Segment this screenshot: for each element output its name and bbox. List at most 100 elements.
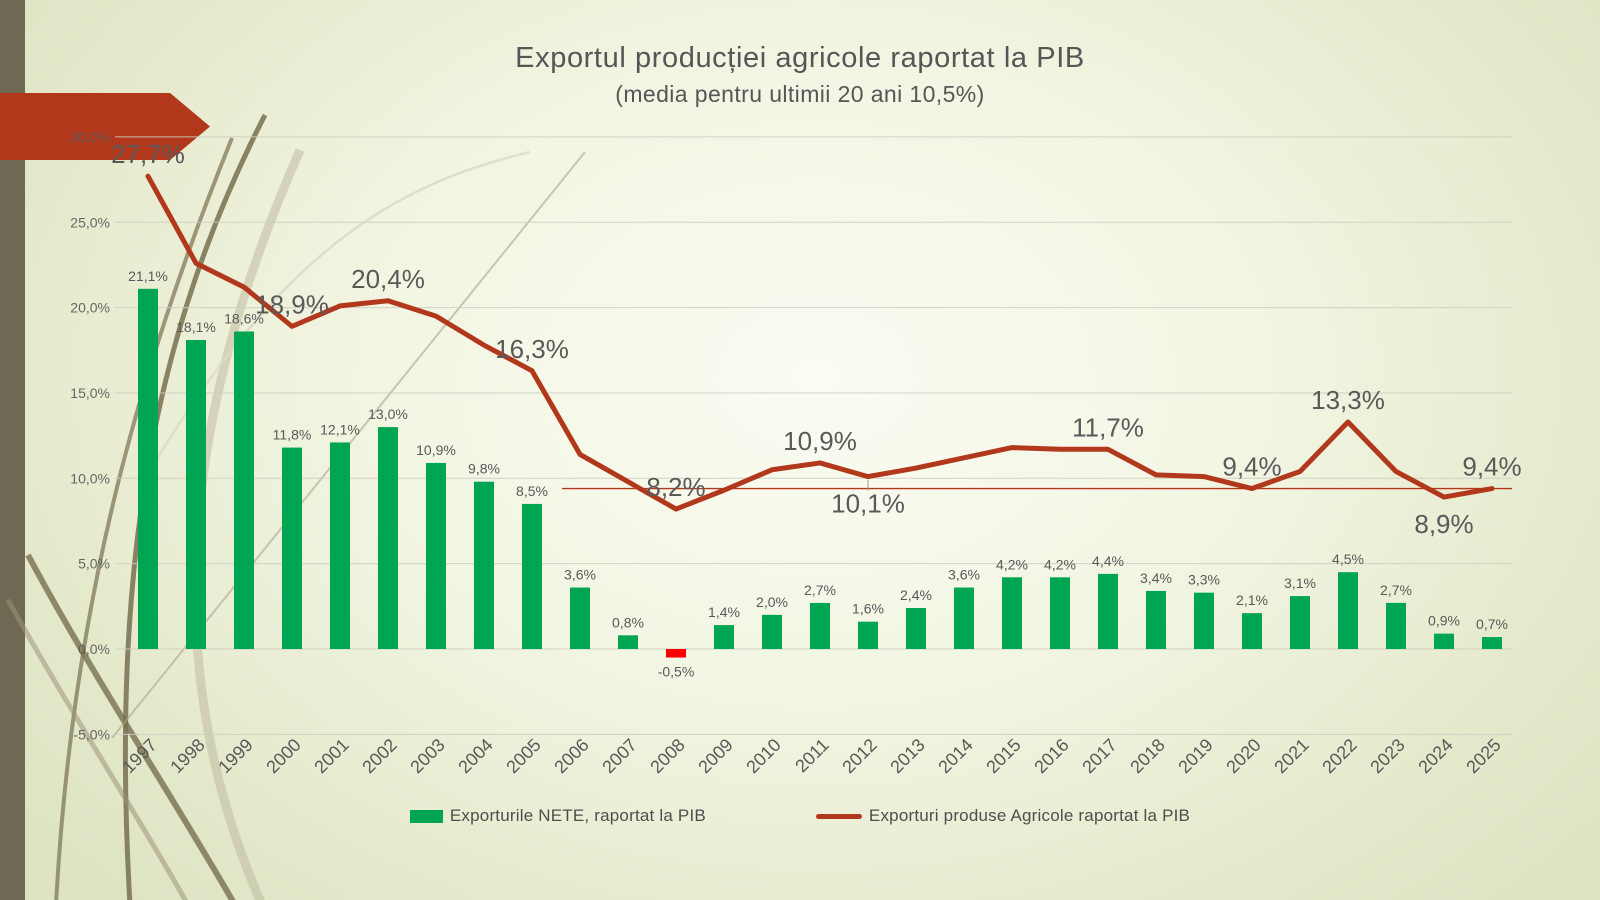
bar-value-label-2020: 2,1% xyxy=(1236,592,1268,608)
bar-2005 xyxy=(522,503,542,649)
bar-2021 xyxy=(1290,596,1310,649)
bar-value-label-2014: 3,6% xyxy=(948,567,980,583)
y-axis-tick-label: 15,0% xyxy=(70,385,110,401)
bar-value-label-2003: 10,9% xyxy=(416,442,456,458)
bar-2012 xyxy=(858,621,878,649)
bar-1999 xyxy=(234,331,254,649)
line-callout-label-2024: 8,9% xyxy=(1414,509,1473,539)
x-axis-label-2025: 2025 xyxy=(1462,735,1504,777)
bar-2006 xyxy=(570,587,590,649)
x-axis-label-2002: 2002 xyxy=(358,735,400,777)
y-axis-tick-label: 10,0% xyxy=(70,470,110,486)
x-axis-label-2013: 2013 xyxy=(886,735,928,777)
bar-2004 xyxy=(474,481,494,649)
y-axis-tick-label: 5,0% xyxy=(78,556,110,572)
x-axis-label-2017: 2017 xyxy=(1078,735,1120,777)
bar-2019 xyxy=(1194,592,1214,649)
x-axis-label-2021: 2021 xyxy=(1270,735,1312,777)
x-axis-label-2000: 2000 xyxy=(262,735,304,777)
legend-item-line: Exporturi produse Agricole raportat la P… xyxy=(815,806,1191,826)
bar-value-label-2000: 11,8% xyxy=(273,427,312,443)
line-callout-label-2005: 16,3% xyxy=(495,334,569,364)
bar-2018 xyxy=(1146,590,1166,649)
x-axis-label-2004: 2004 xyxy=(454,735,496,777)
x-axis-label-2008: 2008 xyxy=(646,735,688,777)
x-axis-label-2009: 2009 xyxy=(694,735,736,777)
legend-bar-label: Exporturile NETE, raportat la PIB xyxy=(449,806,706,825)
line-callout-label-2017: 11,7% xyxy=(1072,412,1144,442)
bar-value-label-1998: 18,1% xyxy=(176,319,216,335)
bar-value-label-2001: 12,1% xyxy=(320,421,360,437)
y-axis-tick-label: 25,0% xyxy=(70,214,110,230)
bar-2011 xyxy=(810,602,830,649)
bar-value-label-2004: 9,8% xyxy=(468,461,500,477)
legend-line-label: Exporturi produse Agricole raportat la P… xyxy=(868,806,1191,825)
bar-2008 xyxy=(666,649,686,658)
chart-subtitle: (media pentru ultimii 20 ani 10,5%) xyxy=(615,81,985,107)
line-callout-label-1997: 27,7% xyxy=(111,139,185,169)
y-axis-tick-label: -5,0% xyxy=(73,726,110,742)
y-axis-tick-label: 20,0% xyxy=(70,300,110,316)
bar-value-label-2012: 1,6% xyxy=(852,601,884,617)
bar-2016 xyxy=(1050,577,1070,649)
bar-2010 xyxy=(762,614,782,649)
y-axis-tick-label: 30,0% xyxy=(70,129,110,145)
bar-2015 xyxy=(1002,577,1022,649)
bar-value-label-2002: 13,0% xyxy=(368,406,408,422)
bar-value-label-2005: 8,5% xyxy=(516,483,548,499)
x-axis-label-1997: 1997 xyxy=(118,735,160,777)
bar-2017 xyxy=(1098,573,1118,649)
bar-2009 xyxy=(714,625,734,649)
x-axis-label-2022: 2022 xyxy=(1318,735,1360,777)
bar-value-label-2013: 2,4% xyxy=(900,587,932,603)
bar-value-label-2018: 3,4% xyxy=(1140,570,1172,586)
bar-2025 xyxy=(1482,637,1502,649)
x-axis-label-2011: 2011 xyxy=(791,735,833,777)
bar-value-label-2008: -0,5% xyxy=(658,664,695,680)
bar-value-label-2022: 4,5% xyxy=(1332,551,1364,567)
bar-value-label-2009: 1,4% xyxy=(708,604,740,620)
bar-value-label-2017: 4,4% xyxy=(1092,553,1124,569)
bar-value-label-2015: 4,2% xyxy=(996,556,1028,572)
x-axis-label-2007: 2007 xyxy=(598,735,640,777)
bar-2022 xyxy=(1338,572,1358,649)
x-axis-label-2018: 2018 xyxy=(1126,735,1168,777)
x-axis-label-2015: 2015 xyxy=(982,735,1024,777)
line-callout-label-2020: 9,4% xyxy=(1222,452,1281,482)
line-callout-label-2002: 20,4% xyxy=(351,264,425,294)
line-callout-label-2000: 18,9% xyxy=(255,289,329,319)
bar-2020 xyxy=(1242,613,1262,649)
line-callout-label-2025: 9,4% xyxy=(1462,452,1521,482)
bar-2014 xyxy=(954,587,974,649)
chart-legend: Exporturile NETE, raportat la PIB Export… xyxy=(0,806,1600,826)
bar-2024 xyxy=(1434,633,1454,649)
bar-value-label-2007: 0,8% xyxy=(612,614,644,630)
bar-value-label-2006: 3,6% xyxy=(564,567,596,583)
bar-value-label-2010: 2,0% xyxy=(756,594,788,610)
bar-2003 xyxy=(426,462,446,649)
bar-value-label-2024: 0,9% xyxy=(1428,613,1460,629)
bar-2001 xyxy=(330,442,350,649)
legend-bar-swatch xyxy=(409,809,443,823)
x-axis-label-2024: 2024 xyxy=(1414,735,1456,777)
bar-2002 xyxy=(378,427,398,649)
x-axis-label-2001: 2001 xyxy=(310,735,352,777)
bar-value-label-2021: 3,1% xyxy=(1284,575,1316,591)
bar-2007 xyxy=(618,635,638,649)
bar-value-label-2016: 4,2% xyxy=(1044,556,1076,572)
x-axis-label-1999: 1999 xyxy=(214,735,256,777)
bar-value-label-2019: 3,3% xyxy=(1188,572,1220,588)
bar-2000 xyxy=(282,447,302,649)
x-axis-label-2016: 2016 xyxy=(1030,735,1072,777)
line-callout-label-2011: 10,9% xyxy=(783,426,857,456)
chart-title: Exportul producției agricole raportat la… xyxy=(515,42,1085,74)
bar-value-label-1997: 21,1% xyxy=(128,268,168,284)
x-axis-label-2020: 2020 xyxy=(1222,735,1264,777)
line-callout-label-2008: 8,2% xyxy=(646,472,705,502)
bar-1997 xyxy=(138,288,158,649)
x-axis-label-2014: 2014 xyxy=(934,735,976,777)
x-axis-label-2005: 2005 xyxy=(502,735,544,777)
legend-item-bars: Exporturile NETE, raportat la PIB xyxy=(409,806,706,826)
